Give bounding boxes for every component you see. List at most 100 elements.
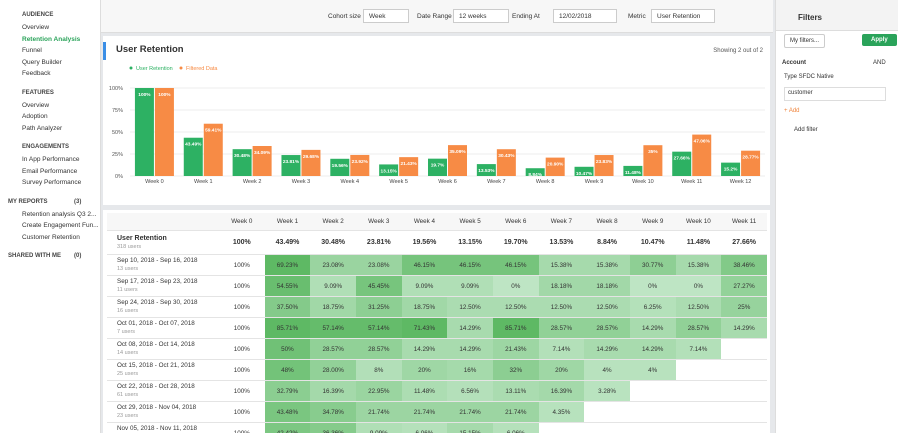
nav-item[interactable]: Retention Analysis <box>22 35 81 43</box>
retention-cell: 21.74% <box>401 401 448 423</box>
retention-cell: 14.29% <box>447 317 493 339</box>
retention-cell: 27.27% <box>721 275 767 297</box>
summary-cell: 23.81% <box>355 230 402 255</box>
empty-cell <box>629 422 676 433</box>
summary-cell: 13.53% <box>538 230 585 255</box>
retention-cell: 12.50% <box>584 296 630 318</box>
filter-chip[interactable]: customer <box>788 90 813 96</box>
y-tick-label: 25% <box>112 152 123 158</box>
cohort-users: 16 users <box>117 308 139 314</box>
control-select[interactable]: 12 weeks <box>453 9 509 23</box>
value-label: 23.81% <box>283 159 300 165</box>
cohort-users: 14 users <box>117 350 139 356</box>
empty-cell <box>721 380 767 402</box>
add-link[interactable]: + Add <box>784 108 800 114</box>
retention-cell: 9.09% <box>310 275 356 297</box>
retention-cell: 9.09% <box>447 275 493 297</box>
nav-item[interactable]: Adoption <box>22 113 48 120</box>
retention-cell: 16.39% <box>538 380 585 402</box>
nav-item[interactable]: Query Builder <box>22 58 62 66</box>
retention-cell: 6.06% <box>492 422 539 433</box>
retention-cell: 28.00% <box>310 359 356 381</box>
nav-item[interactable]: Email Performance <box>22 167 78 175</box>
control-select[interactable]: Week <box>363 9 409 23</box>
empty-cell <box>721 401 767 423</box>
control-select[interactable]: 12/02/2018 <box>553 9 617 23</box>
retention-cell: 18.18% <box>584 275 630 297</box>
retention-cell: 28.57% <box>675 317 722 339</box>
column-header: Week 2 <box>310 213 356 231</box>
nav-item[interactable]: Overview <box>22 24 50 31</box>
retention-cell: 18.18% <box>538 275 585 297</box>
retention-cell: 6.06% <box>401 422 448 433</box>
retention-cell: 8% <box>355 359 402 381</box>
retention-cell: 100% <box>219 296 265 318</box>
value-label: 30.43% <box>498 153 515 159</box>
nav-item[interactable]: Survey Performance <box>22 179 82 186</box>
retention-cell: 4% <box>629 359 676 381</box>
apply-button[interactable]: Apply <box>862 34 897 46</box>
retention-cell: 20% <box>538 359 585 381</box>
retention-cell: 0% <box>675 275 722 297</box>
cohort-row: Sep 10, 2018 - Sep 16, 2018 13 users 100% 6… <box>107 254 767 276</box>
retention-cell: 100% <box>219 254 265 276</box>
retention-cell: 0% <box>492 275 539 297</box>
value-label: 21.43% <box>401 161 418 167</box>
control-select[interactable]: User Retention <box>651 9 715 23</box>
summary-cell: 10.47% <box>629 230 676 255</box>
value-label: 8.84% <box>528 172 542 178</box>
column-header: Week 11 <box>721 213 767 231</box>
retention-cell: 6.56% <box>447 380 493 402</box>
y-tick-label: 75% <box>112 108 123 114</box>
legend-swatch <box>129 66 133 70</box>
retention-cell: 12.50% <box>492 296 539 318</box>
retention-cell: 12.50% <box>447 296 493 318</box>
retention-cell: 14.29% <box>584 338 630 360</box>
bar <box>428 158 447 176</box>
add-filter[interactable]: Add filter <box>794 127 818 133</box>
retention-cell: 45.45% <box>355 275 402 297</box>
value-label: 19.56% <box>332 163 349 169</box>
nav-item[interactable]: Retention analysis Q3 2... <box>22 210 97 218</box>
x-tick-label: Week 9 <box>585 179 604 185</box>
column-header: Week 3 <box>355 213 402 231</box>
nav-item[interactable]: Feedback <box>22 70 51 77</box>
value-label: 47.06% <box>694 139 711 145</box>
empty-cell <box>675 422 722 433</box>
retention-cell: 20% <box>401 359 448 381</box>
nav-item[interactable]: In App Performance <box>22 156 80 163</box>
and-label: AND <box>873 60 886 66</box>
bar <box>672 151 692 176</box>
retention-cell: 7.14% <box>675 338 722 360</box>
row-label: User Retention 318 users <box>107 230 219 255</box>
cohort-label: Nov 05, 2018 - Nov 11, 2018 <box>117 425 198 432</box>
nav-item[interactable]: Overview <box>22 101 50 109</box>
nav-item[interactable]: Customer Retention <box>22 233 80 241</box>
empty-cell <box>629 380 676 402</box>
bar <box>183 137 203 176</box>
nav-item[interactable]: Path Analyzer <box>22 124 63 132</box>
cohort-row: Oct 29, 2018 - Nov 04, 2018 23 users 100% 4… <box>107 401 767 423</box>
my-filters-button[interactable]: My filters... <box>784 34 826 48</box>
filters-title: Filters <box>798 13 823 22</box>
section-title: MY REPORTS <box>8 198 48 205</box>
column-header: Week 5 <box>447 213 493 231</box>
retention-cell: 7.14% <box>538 338 585 360</box>
retention-cell: 32% <box>492 359 539 381</box>
y-tick-label: 0% <box>115 174 123 180</box>
retention-cell: 28.57% <box>584 317 630 339</box>
cohort-row: Sep 17, 2018 - Sep 23, 2018 11 users 100% 5… <box>107 275 767 297</box>
summary-users: 318 users <box>117 243 142 250</box>
control-label: Cohort size <box>328 13 361 20</box>
nav-item[interactable]: Funnel <box>22 47 42 54</box>
cohort-users: 13 users <box>117 266 139 272</box>
filter-type[interactable]: Type SFDC Native <box>784 74 834 80</box>
empty-cell <box>675 359 722 381</box>
section-title: AUDIENCE <box>22 12 54 18</box>
retention-cell: 28.57% <box>355 338 402 360</box>
section-title: SHARED WITH ME <box>8 253 61 259</box>
nav-item[interactable]: Create Engagement Fun... <box>22 222 99 229</box>
cohort-label: Sep 10, 2018 - Sep 16, 2018 <box>117 257 198 264</box>
retention-cell: 23.08% <box>355 254 402 276</box>
retention-cell: 57.14% <box>310 317 356 339</box>
